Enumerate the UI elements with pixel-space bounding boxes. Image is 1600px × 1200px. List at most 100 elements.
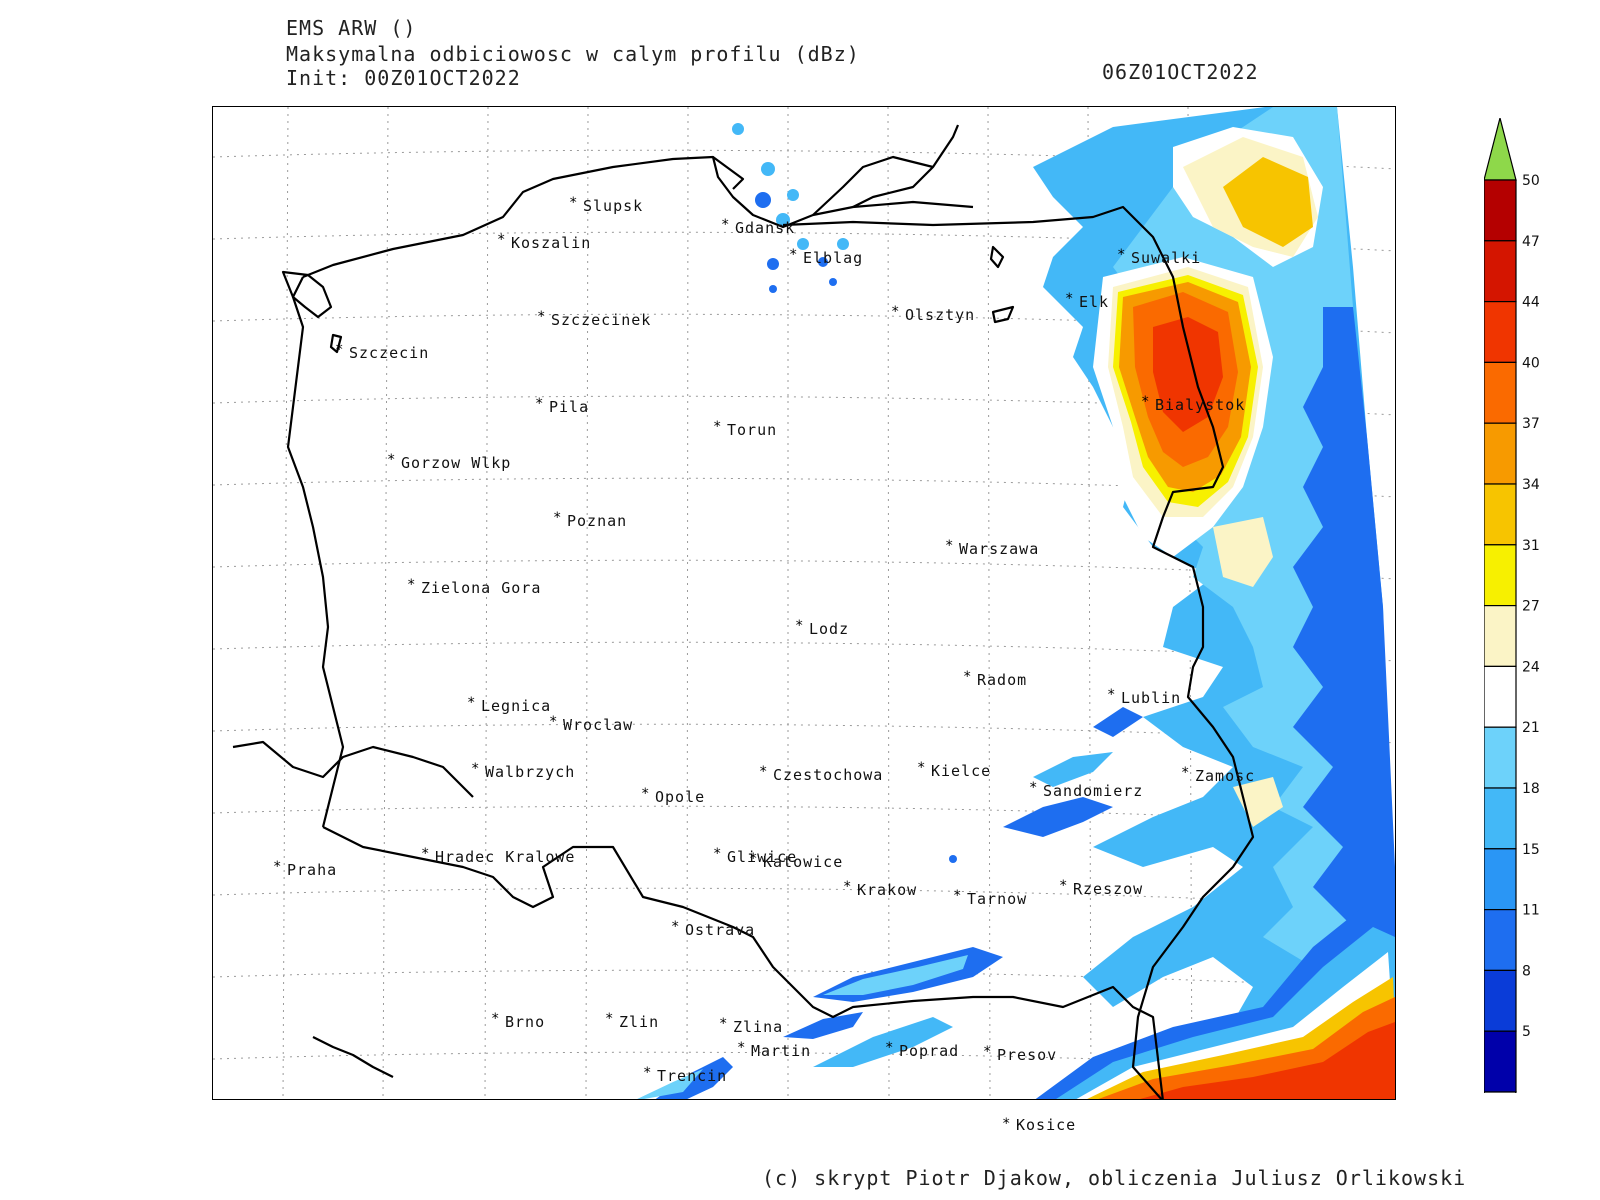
- city-label-olsztyn: Olsztyn: [905, 306, 975, 324]
- city-label-opole: Opole: [655, 788, 705, 806]
- svg-text:*: *: [537, 309, 545, 325]
- colorbar-label: 8: [1522, 963, 1531, 979]
- svg-text:*: *: [335, 342, 343, 358]
- city-label-elblag: Elblag: [803, 249, 863, 267]
- colorbar-box: [1484, 422, 1517, 485]
- city-praha: * Praha: [273, 859, 337, 879]
- western-border: [286, 276, 345, 828]
- colorbar-box: [1484, 240, 1517, 303]
- echo-streak-3: [783, 1012, 863, 1039]
- echo-streak-4: [813, 1017, 953, 1067]
- city-sandomierz: * Sandomierz: [1029, 780, 1142, 800]
- city-torun: * Torun: [713, 419, 776, 439]
- city-olsztyn: * Olsztyn: [891, 304, 975, 324]
- svg-text:*: *: [945, 538, 953, 554]
- city-zielona-gora: * Zielona Gora: [407, 577, 541, 597]
- svg-text:*: *: [1002, 1116, 1010, 1132]
- southern-border: [322, 826, 1164, 1099]
- reflectivity-map: * Slupsk * Koszalin * Gdansk * Elblag * Suwal…: [212, 106, 1396, 1100]
- svg-text:*: *: [953, 888, 961, 904]
- colorbar-overflow-triangle: [1484, 118, 1517, 181]
- city-label-zielona-gora: Zielona Gora: [421, 579, 541, 597]
- city-wroclaw: * Wroclaw: [549, 714, 632, 734]
- svg-text:*: *: [891, 304, 899, 320]
- colorbar-box: [1484, 179, 1517, 242]
- city-tarnow: * Tarnow: [953, 888, 1026, 908]
- colorbar-label: 18: [1522, 781, 1540, 797]
- city-label-warszawa: Warszawa: [959, 540, 1039, 558]
- svg-text:*: *: [917, 760, 925, 776]
- svg-text:*: *: [1107, 687, 1115, 703]
- reflectivity-field: [637, 107, 1395, 1099]
- city-label-zlina: Zlina: [733, 1018, 783, 1036]
- svg-text:*: *: [713, 846, 721, 862]
- colorbar-box: [1484, 969, 1517, 1032]
- colorbar-underflow-triangle: [1484, 1091, 1517, 1093]
- svg-text:*: *: [1181, 765, 1189, 781]
- city-label-praha: Praha: [287, 861, 337, 879]
- city-label-szczecinek: Szczecinek: [551, 311, 651, 329]
- city-kielce: * Kielce: [917, 760, 990, 780]
- echo-cell-12: [949, 855, 957, 863]
- city-label-lublin: Lublin: [1121, 689, 1181, 707]
- colorbar-label: 11: [1522, 903, 1540, 919]
- echo-cell-3: [755, 192, 771, 208]
- colorbar-legend: 50 47 44 40 37 34 31 27 24 21 18 15 11 8 5: [1484, 118, 1540, 1093]
- city-label-krakow: Krakow: [857, 881, 917, 899]
- svg-text:*: *: [553, 510, 561, 526]
- svg-text:*: *: [273, 859, 281, 875]
- svg-text:*: *: [387, 452, 395, 468]
- city-kosice: * Kosice: [1002, 1116, 1076, 1134]
- colorbar-label: 21: [1522, 720, 1540, 736]
- colorbar-box: [1484, 361, 1517, 424]
- city-label-zamosc: Zamosc: [1195, 767, 1255, 785]
- colorbar-box: [1484, 483, 1517, 546]
- city-krakow: * Krakow: [843, 879, 917, 899]
- city-markers: * Slupsk * Koszalin * Gdansk * Elblag * Suwal…: [273, 195, 1255, 1085]
- svg-text:*: *: [749, 851, 757, 867]
- city-label-lodz: Lodz: [809, 620, 849, 638]
- map-title-model: EMS ARW (): [286, 16, 417, 40]
- svg-text:*: *: [491, 1011, 499, 1027]
- svg-text:*: *: [963, 669, 971, 685]
- colorbar-box: [1484, 787, 1517, 850]
- svg-text:*: *: [535, 396, 543, 412]
- city-slupsk: * Slupsk: [569, 195, 643, 215]
- city-bialystok: * Bialystok: [1141, 394, 1245, 414]
- echo-bialystok-core: [1153, 317, 1223, 432]
- city-szczecinek: * Szczecinek: [537, 309, 651, 329]
- svg-text:*: *: [1141, 394, 1149, 410]
- svg-text:*: *: [789, 247, 797, 263]
- city-label-katowice: Katowice: [763, 853, 843, 871]
- city-label-martin: Martin: [751, 1042, 811, 1060]
- city-rzeszow: * Rzeszow: [1059, 878, 1142, 898]
- svg-text:*: *: [643, 1065, 651, 1081]
- city-zlina: * Zlina: [719, 1016, 783, 1036]
- city-katowice: * Katowice: [749, 851, 843, 871]
- svg-text:*: *: [721, 217, 729, 233]
- echo-streak-6: [637, 1069, 703, 1099]
- city-label-elk: Elk: [1079, 293, 1109, 311]
- map-valid-time: 06Z01OCT2022: [1102, 60, 1259, 84]
- city-gdansk: * Gdansk: [721, 217, 794, 237]
- city-label-legnica: Legnica: [481, 697, 551, 715]
- city-gliwice: * Gliwice: [713, 846, 796, 866]
- colorbar-boxes: [1484, 118, 1517, 1093]
- city-label-ostrava: Ostrava: [685, 921, 755, 939]
- city-label-slupsk: Slupsk: [583, 197, 643, 215]
- city-label-gorzow: Gorzow Wlkp: [401, 454, 511, 472]
- lake-1: [989, 245, 1005, 269]
- city-label-poprad: Poprad: [899, 1042, 959, 1060]
- echo-cell-5: [776, 213, 790, 227]
- colorbar-label: 27: [1522, 599, 1540, 615]
- svg-text:*: *: [713, 419, 721, 435]
- colorbar-label: 34: [1522, 477, 1540, 493]
- city-label-kosice: Kosice: [1016, 1116, 1076, 1134]
- city-label-bialystok: Bialystok: [1155, 396, 1245, 414]
- echo-cell-7: [837, 238, 849, 250]
- city-poprad: * Poprad: [885, 1040, 959, 1060]
- svg-text:*: *: [737, 1040, 745, 1056]
- svg-text:*: *: [795, 618, 803, 634]
- lake-2: [991, 305, 1015, 324]
- city-trencin: * Trencin: [643, 1065, 726, 1085]
